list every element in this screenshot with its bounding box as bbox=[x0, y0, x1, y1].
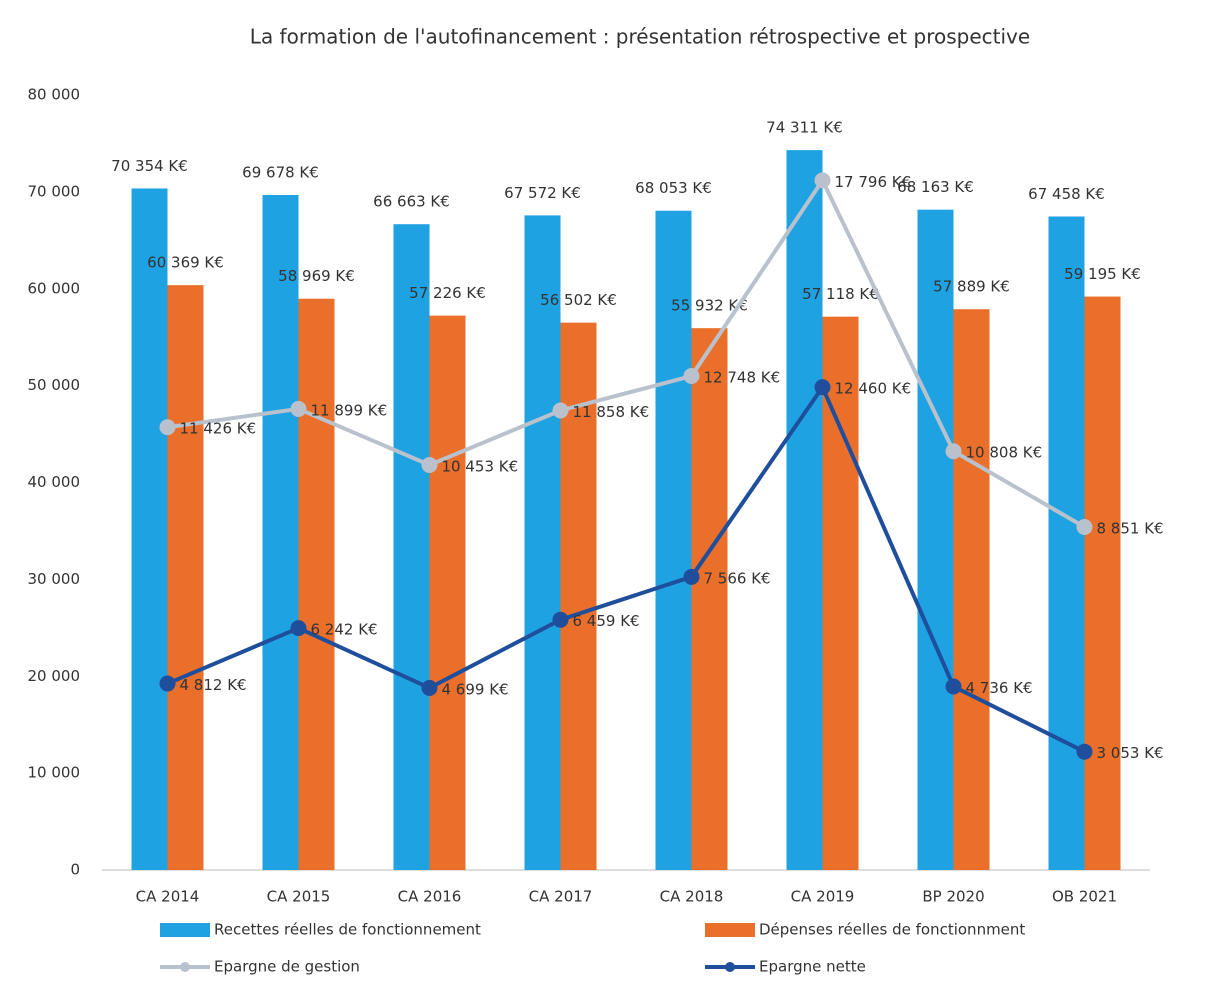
data-label: 57 118 K€ bbox=[802, 285, 879, 303]
data-label: 11 426 K€ bbox=[180, 420, 257, 438]
point bbox=[421, 679, 438, 696]
data-label: 17 796 K€ bbox=[835, 173, 912, 191]
x-tick-label: CA 2015 bbox=[267, 888, 331, 906]
line bbox=[166, 383, 1086, 754]
bar bbox=[429, 315, 466, 870]
data-label: 55 932 K€ bbox=[671, 297, 748, 315]
bar bbox=[655, 210, 692, 870]
data-label: 12 748 K€ bbox=[704, 369, 781, 387]
data-label: 67 458 K€ bbox=[1028, 185, 1105, 203]
bar bbox=[786, 150, 823, 870]
data-label: 4 736 K€ bbox=[966, 679, 1033, 697]
data-label: 70 354 K€ bbox=[111, 157, 188, 175]
legend-swatch bbox=[180, 962, 190, 972]
legend-swatch bbox=[725, 962, 735, 972]
data-label: 4 699 K€ bbox=[442, 680, 509, 698]
data-label: 67 572 K€ bbox=[504, 184, 581, 202]
data-label: 68 163 K€ bbox=[897, 178, 974, 196]
bar bbox=[167, 285, 204, 871]
x-tick-label: OB 2021 bbox=[1052, 888, 1117, 906]
legend-label: Epargne nette bbox=[759, 958, 866, 976]
point bbox=[814, 172, 831, 189]
x-tick-label: CA 2016 bbox=[398, 888, 462, 906]
point bbox=[552, 611, 569, 628]
y-tick-label: 20 000 bbox=[28, 667, 81, 685]
data-label: 4 812 K€ bbox=[180, 676, 247, 694]
point bbox=[683, 368, 700, 385]
data-label: 57 226 K€ bbox=[409, 284, 486, 302]
data-label: 11 899 K€ bbox=[311, 401, 388, 419]
y-tick-label: 70 000 bbox=[28, 182, 81, 200]
point bbox=[159, 419, 176, 436]
data-label: 60 369 K€ bbox=[147, 254, 224, 272]
point bbox=[290, 620, 307, 637]
y-tick-label: 50 000 bbox=[28, 376, 81, 394]
x-tick-label: CA 2019 bbox=[791, 888, 855, 906]
data-label: 12 460 K€ bbox=[835, 380, 912, 398]
data-label: 10 808 K€ bbox=[966, 444, 1043, 462]
bar bbox=[262, 194, 299, 870]
bar bbox=[822, 316, 859, 870]
point bbox=[552, 402, 569, 419]
data-label: 68 053 K€ bbox=[635, 179, 712, 197]
bar bbox=[524, 215, 561, 871]
chart-title: La formation de l'autofinancement : prés… bbox=[250, 25, 1030, 49]
point bbox=[945, 678, 962, 695]
bar bbox=[917, 209, 954, 870]
legend-swatch bbox=[705, 923, 755, 937]
legend-label: Recettes réelles de fonctionnement bbox=[214, 921, 481, 939]
data-label: 69 678 K€ bbox=[242, 163, 319, 181]
point bbox=[1076, 519, 1093, 536]
x-tick-label: BP 2020 bbox=[922, 888, 984, 906]
data-label: 58 969 K€ bbox=[278, 267, 355, 285]
data-label: 59 195 K€ bbox=[1064, 265, 1141, 283]
x-tick-label: CA 2014 bbox=[136, 888, 200, 906]
point bbox=[683, 568, 700, 585]
data-label: 6 242 K€ bbox=[311, 621, 378, 639]
bar bbox=[691, 328, 728, 870]
data-label: 8 851 K€ bbox=[1097, 520, 1164, 538]
data-label: 56 502 K€ bbox=[540, 291, 617, 309]
data-label: 7 566 K€ bbox=[704, 569, 771, 587]
data-label: 6 459 K€ bbox=[573, 612, 640, 630]
data-label: 66 663 K€ bbox=[373, 193, 450, 211]
data-label: 74 311 K€ bbox=[766, 119, 843, 137]
y-tick-label: 60 000 bbox=[28, 279, 81, 297]
bar bbox=[298, 298, 335, 871]
point bbox=[814, 379, 831, 396]
legend-label: Dépenses réelles de fonctionnment bbox=[759, 921, 1025, 939]
bar bbox=[393, 224, 430, 870]
y-tick-label: 30 000 bbox=[28, 570, 81, 588]
y-tick-label: 40 000 bbox=[28, 473, 81, 491]
data-label: 57 889 K€ bbox=[933, 278, 1010, 296]
data-label: 11 858 K€ bbox=[573, 403, 650, 421]
line bbox=[167, 176, 1086, 529]
bar bbox=[1084, 296, 1121, 870]
y-tick-label: 0 bbox=[70, 861, 80, 879]
point bbox=[421, 456, 438, 473]
bar bbox=[1048, 216, 1085, 871]
bar bbox=[953, 309, 990, 870]
point bbox=[1076, 743, 1093, 760]
y-tick-label: 80 000 bbox=[28, 86, 81, 104]
data-label: 10 453 K€ bbox=[442, 457, 519, 475]
x-tick-label: CA 2018 bbox=[660, 888, 724, 906]
point bbox=[290, 400, 307, 417]
point bbox=[945, 443, 962, 460]
bar bbox=[131, 188, 168, 870]
legend-label: Epargne de gestion bbox=[214, 958, 360, 976]
data-label: 3 053 K€ bbox=[1097, 744, 1164, 762]
y-tick-label: 10 000 bbox=[28, 764, 81, 782]
point bbox=[159, 675, 176, 692]
legend-swatch bbox=[160, 923, 210, 937]
x-tick-label: CA 2017 bbox=[529, 888, 593, 906]
